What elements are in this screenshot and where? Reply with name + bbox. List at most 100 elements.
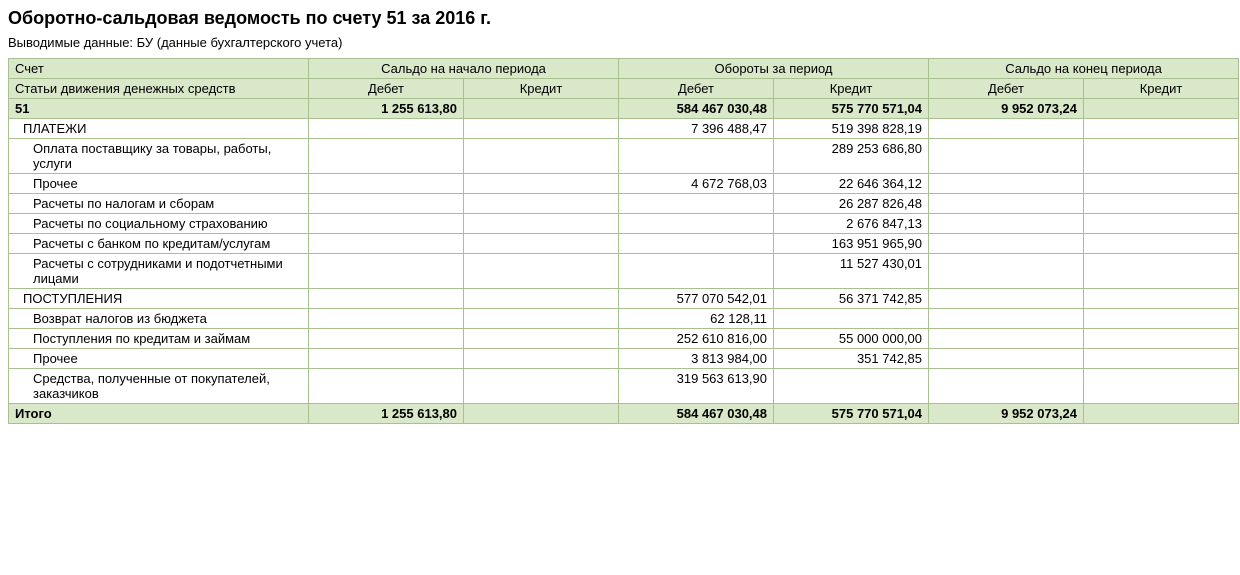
header-turn-debit: Дебет	[619, 79, 774, 99]
cell-close_debit	[929, 234, 1084, 254]
cell-close_debit	[929, 309, 1084, 329]
header-open-debit: Дебет	[309, 79, 464, 99]
total-turn_credit: 575 770 571,04	[774, 404, 929, 424]
cell-open_debit: 1 255 613,80	[309, 99, 464, 119]
table-row: Расчеты с сотрудниками и подотчетными ли…	[9, 254, 1239, 289]
table-row: Расчеты по налогам и сборам 26 287 826,48	[9, 194, 1239, 214]
cell-turn_debit	[619, 139, 774, 174]
header-close-credit: Кредит	[1084, 79, 1239, 99]
cell-open_credit	[464, 289, 619, 309]
cell-turn_debit	[619, 234, 774, 254]
table-row: ПОСТУПЛЕНИЯ577 070 542,0156 371 742,85	[9, 289, 1239, 309]
header-row-2: Статьи движения денежных средств Дебет К…	[9, 79, 1239, 99]
balance-table: Счет Сальдо на начало периода Обороты за…	[8, 58, 1239, 424]
row-label: Расчеты по налогам и сборам	[9, 194, 309, 214]
cell-open_credit	[464, 214, 619, 234]
cell-open_debit	[309, 369, 464, 404]
cell-turn_credit: 22 646 364,12	[774, 174, 929, 194]
cell-turn_credit	[774, 369, 929, 404]
header-row-1: Счет Сальдо на начало периода Обороты за…	[9, 59, 1239, 79]
cell-close_debit	[929, 289, 1084, 309]
cell-turn_debit: 7 396 488,47	[619, 119, 774, 139]
row-label: 51	[9, 99, 309, 119]
table-row: Возврат налогов из бюджета 62 128,11	[9, 309, 1239, 329]
cell-close_credit	[1084, 289, 1239, 309]
table-row: Средства, полученные от покупателей, зак…	[9, 369, 1239, 404]
cell-open_credit	[464, 139, 619, 174]
cell-turn_debit: 319 563 613,90	[619, 369, 774, 404]
cell-open_credit	[464, 369, 619, 404]
cell-open_debit	[309, 234, 464, 254]
row-label: Возврат налогов из бюджета	[9, 309, 309, 329]
cell-turn_debit: 577 070 542,01	[619, 289, 774, 309]
header-turn-credit: Кредит	[774, 79, 929, 99]
cell-close_credit	[1084, 139, 1239, 174]
cell-close_debit: 9 952 073,24	[929, 99, 1084, 119]
cell-open_credit	[464, 119, 619, 139]
cell-open_credit	[464, 194, 619, 214]
row-label: Расчеты с сотрудниками и подотчетными ли…	[9, 254, 309, 289]
cell-turn_credit: 575 770 571,04	[774, 99, 929, 119]
row-label: Прочее	[9, 349, 309, 369]
cell-turn_debit: 3 813 984,00	[619, 349, 774, 369]
cell-turn_debit: 62 128,11	[619, 309, 774, 329]
cell-turn_debit	[619, 254, 774, 289]
cell-turn_debit: 584 467 030,48	[619, 99, 774, 119]
table-row: Расчеты с банком по кредитам/услугам163 …	[9, 234, 1239, 254]
cell-close_credit	[1084, 369, 1239, 404]
cell-close_debit	[929, 254, 1084, 289]
cell-turn_debit	[619, 194, 774, 214]
cell-close_debit	[929, 139, 1084, 174]
cell-close_debit	[929, 174, 1084, 194]
cell-open_debit	[309, 139, 464, 174]
total-label: Итого	[9, 404, 309, 424]
cell-turn_credit: 56 371 742,85	[774, 289, 929, 309]
cell-turn_credit: 351 742,85	[774, 349, 929, 369]
cell-turn_credit: 26 287 826,48	[774, 194, 929, 214]
cell-open_debit	[309, 194, 464, 214]
table-row: Поступления по кредитам и займам252 610 …	[9, 329, 1239, 349]
cell-turn_credit: 2 676 847,13	[774, 214, 929, 234]
report-subtitle: Выводимые данные: БУ (данные бухгалтерск…	[8, 35, 1232, 50]
total-close_debit: 9 952 073,24	[929, 404, 1084, 424]
cell-turn_credit: 519 398 828,19	[774, 119, 929, 139]
cell-close_credit	[1084, 309, 1239, 329]
cell-close_credit	[1084, 174, 1239, 194]
total-turn_debit: 584 467 030,48	[619, 404, 774, 424]
cell-turn_credit: 11 527 430,01	[774, 254, 929, 289]
header-closing: Сальдо на конец периода	[929, 59, 1239, 79]
total-close_credit	[1084, 404, 1239, 424]
cell-close_credit	[1084, 99, 1239, 119]
cell-open_debit	[309, 254, 464, 289]
cell-open_debit	[309, 349, 464, 369]
cell-open_credit	[464, 254, 619, 289]
report-title: Оборотно-сальдовая ведомость по счету 51…	[8, 8, 1232, 29]
cell-open_debit	[309, 214, 464, 234]
cell-turn_debit: 4 672 768,03	[619, 174, 774, 194]
cell-turn_credit: 55 000 000,00	[774, 329, 929, 349]
cell-close_debit	[929, 369, 1084, 404]
header-open-credit: Кредит	[464, 79, 619, 99]
cell-open_debit	[309, 174, 464, 194]
cell-close_credit	[1084, 349, 1239, 369]
cell-turn_credit: 289 253 686,80	[774, 139, 929, 174]
cell-turn_credit	[774, 309, 929, 329]
cell-close_credit	[1084, 119, 1239, 139]
total-open_debit: 1 255 613,80	[309, 404, 464, 424]
cell-turn_credit: 163 951 965,90	[774, 234, 929, 254]
cell-close_debit	[929, 214, 1084, 234]
row-label: ПЛАТЕЖИ	[9, 119, 309, 139]
header-close-debit: Дебет	[929, 79, 1084, 99]
cell-open_credit	[464, 349, 619, 369]
cell-close_credit	[1084, 234, 1239, 254]
cell-close_debit	[929, 119, 1084, 139]
row-label: Оплата поставщику за товары, работы, усл…	[9, 139, 309, 174]
row-label: Средства, полученные от покупателей, зак…	[9, 369, 309, 404]
cell-open_debit	[309, 329, 464, 349]
cell-close_debit	[929, 349, 1084, 369]
table-row: Расчеты по социальному страхованию2 676 …	[9, 214, 1239, 234]
cell-close_credit	[1084, 214, 1239, 234]
cell-open_debit	[309, 289, 464, 309]
cell-open_credit	[464, 99, 619, 119]
table-row: Прочее 3 813 984,00351 742,85	[9, 349, 1239, 369]
